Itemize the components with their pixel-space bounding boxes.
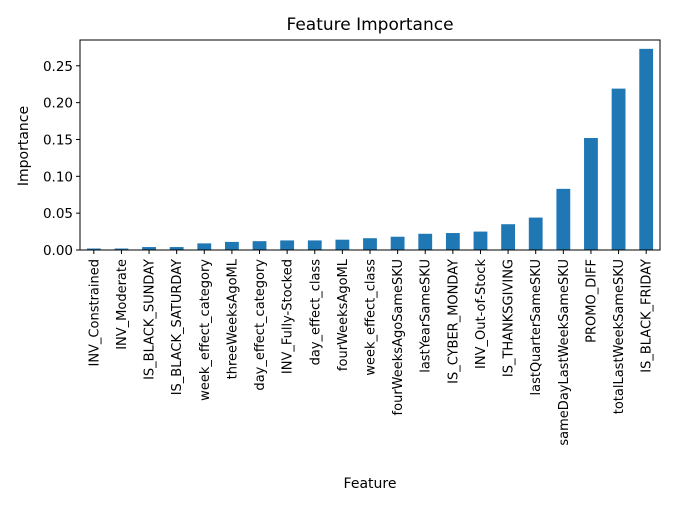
x-tick-label: IS_THANKSGIVING <box>502 259 517 377</box>
bar <box>418 233 433 250</box>
bar <box>252 241 267 250</box>
bar <box>307 240 322 250</box>
x-tick-label: INV_Moderate <box>115 259 130 350</box>
x-tick-label: INV_Constrained <box>87 259 102 367</box>
x-tick-label: day_effect_category <box>253 259 268 391</box>
bar <box>445 233 460 250</box>
x-tick-label: lastQuarterSameSKU <box>529 259 544 396</box>
bar <box>225 241 239 250</box>
chart-title: Feature Importance <box>286 15 453 35</box>
bar <box>197 243 212 250</box>
bar <box>556 188 571 250</box>
bar <box>611 88 626 250</box>
bar <box>169 247 184 250</box>
plot-area: 0.00 0.05 0.10 0.15 0.20 0.25 INV_Constrained I… <box>43 39 661 446</box>
y-tick-label: 0.00 <box>43 243 73 259</box>
y-tick-label: 0.20 <box>43 96 73 112</box>
bar <box>114 248 129 250</box>
x-tick-label: week_effect_class <box>364 259 379 376</box>
y-tick-label: 0.05 <box>43 206 73 222</box>
x-tick-label: INV_Fully-Stocked <box>281 259 296 374</box>
bar <box>473 231 488 250</box>
x-tick-label: fourWeeksAgoML <box>336 258 351 371</box>
x-tick-label: threeWeeksAgoML <box>225 258 240 379</box>
x-tick-label: fourWeeksAgoSameSKU <box>391 259 406 415</box>
x-tick-label: lastYearSameSKU <box>419 259 434 373</box>
bar <box>86 248 101 250</box>
bar <box>639 48 654 251</box>
bar <box>363 238 377 250</box>
x-tick-label: sameDayLastWeekSameSKU <box>557 259 572 446</box>
bar <box>142 247 156 250</box>
bar <box>390 236 405 250</box>
x-tick-label: day_effect_class <box>308 259 323 366</box>
bar <box>528 217 543 250</box>
x-tick-label: totalLastWeekSameSKU <box>612 259 627 414</box>
x-axis-label: Feature <box>344 476 397 492</box>
bar <box>584 138 598 250</box>
x-tick-label: IS_BLACK_FRIDAY <box>640 259 655 373</box>
bar <box>280 240 295 250</box>
y-tick-label: 0.25 <box>43 59 73 75</box>
bar <box>501 224 515 250</box>
bar <box>335 239 350 250</box>
x-tick-label: week_effect_category <box>198 259 213 401</box>
y-axis-label: Importance <box>16 106 32 186</box>
x-tick-label: INV_Out-of-Stock <box>474 259 489 369</box>
x-tick-label: PROMO_DIFF <box>584 259 599 343</box>
x-tick-label: IS_CYBER_MONDAY <box>446 259 461 384</box>
y-tick-label: 0.10 <box>43 169 73 185</box>
x-tick-label: IS_BLACK_SATURDAY <box>170 259 185 395</box>
y-tick-label: 0.15 <box>43 132 73 148</box>
x-tick-label: IS_BLACK_SUNDAY <box>143 259 158 380</box>
plot-frame <box>79 39 661 251</box>
